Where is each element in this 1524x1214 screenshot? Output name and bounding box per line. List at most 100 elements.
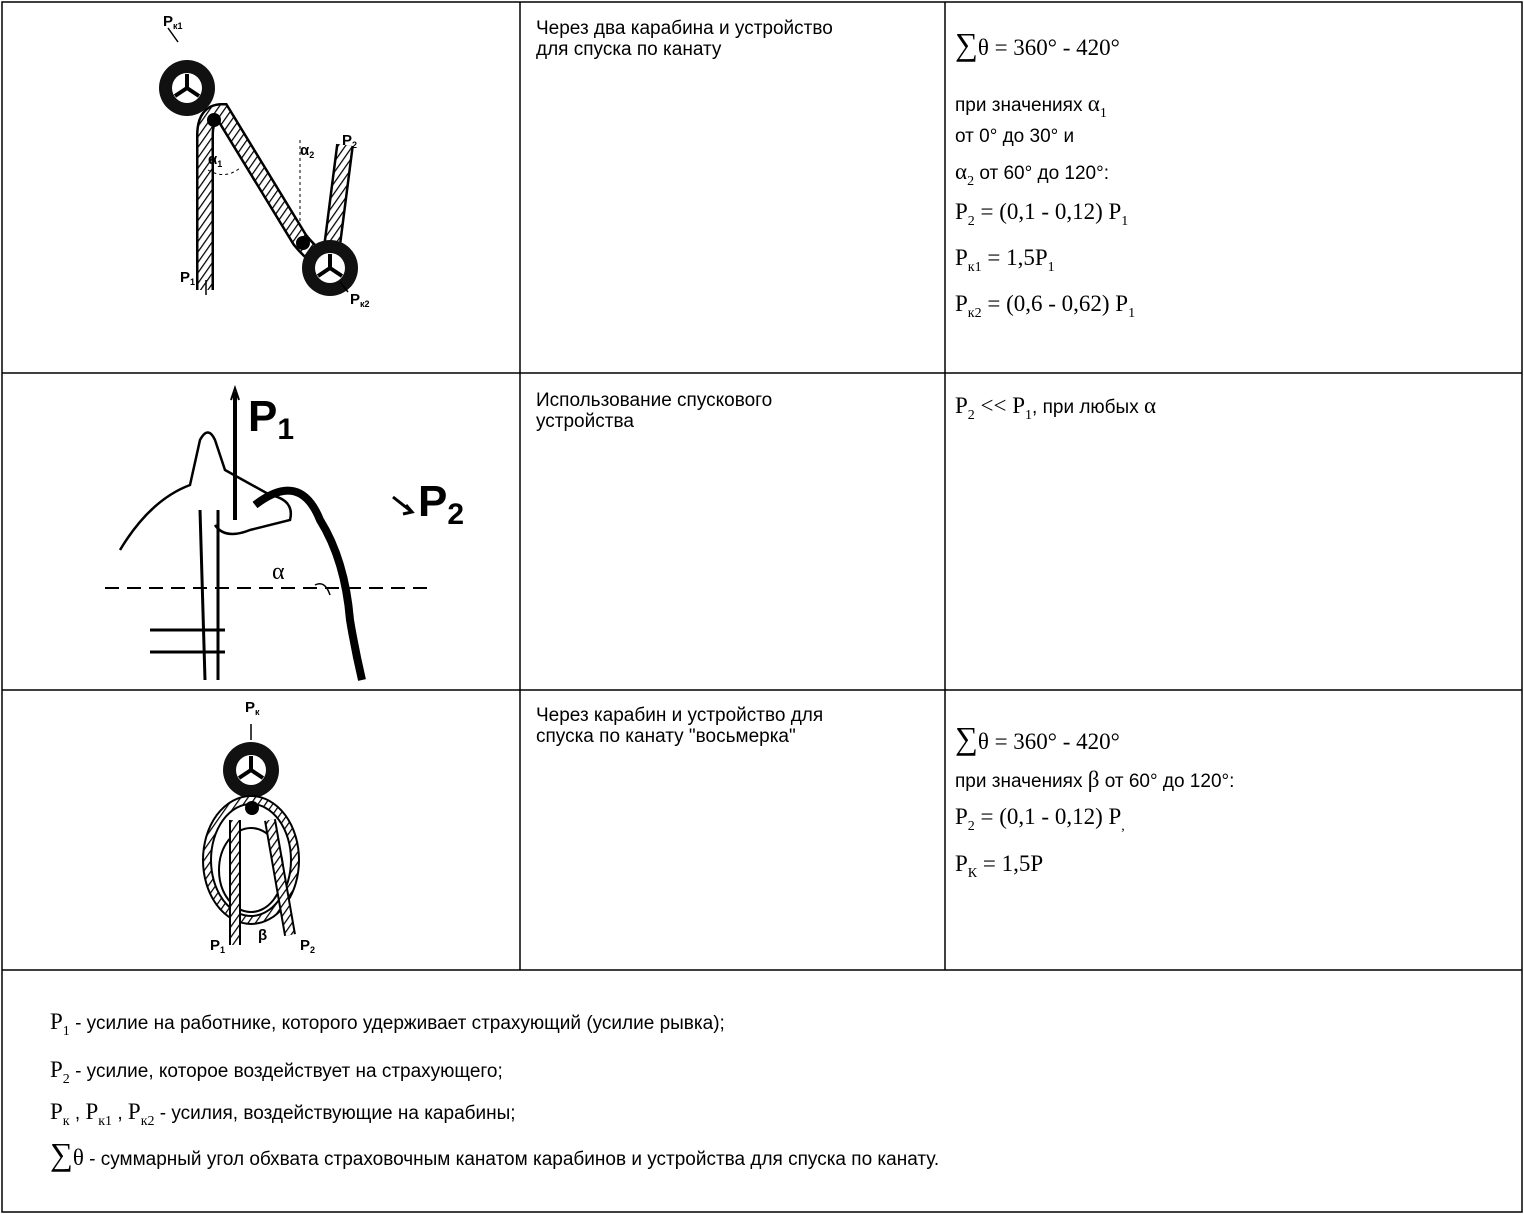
text-segment: = 1,5P [981, 245, 1048, 270]
text-segment: от 60° до 120°: [974, 163, 1109, 184]
text-segment: α [1087, 91, 1100, 116]
formula-line: Pк1 = 1,5P1 [955, 245, 1055, 275]
text-segment: P [245, 699, 256, 716]
text-segment: P [955, 804, 968, 829]
text-segment: 2 [62, 1072, 70, 1087]
text-segment: 1 [217, 159, 223, 169]
formula-line: P2 = (0,1 - 0,12) P1 [955, 199, 1128, 229]
formula-line: PК = 1,5P [955, 851, 1044, 881]
text-segment: 1 [1047, 260, 1055, 275]
text-segment: 2 [967, 174, 975, 189]
text-segment: << P [974, 393, 1026, 418]
text-segment: к1 [967, 260, 982, 275]
text-segment: P [163, 13, 174, 30]
figure-two-carabiners [159, 27, 358, 296]
text-segment: θ = 360° - 420° [977, 729, 1120, 754]
text-segment: P [50, 1099, 63, 1124]
text-segment: α [208, 151, 218, 168]
formula-line: ∑θ = 360° - 420° [955, 28, 1120, 60]
text-segment: ∑ [50, 1136, 73, 1172]
text-segment: P [418, 477, 448, 526]
formula-line: от 0° до 30° и [955, 127, 1074, 146]
text-segment: P [127, 1099, 141, 1124]
text-segment: 1 [1099, 106, 1107, 121]
text-segment: P [955, 851, 968, 876]
text-segment: к1 [173, 21, 183, 31]
legend-line: Pк , Pк1 , Pк2 - усилия, воздействующие … [50, 1099, 516, 1129]
text-segment: , при любых [1032, 397, 1144, 418]
text-segment: - усилие на работнике, которого удержива… [69, 1013, 725, 1034]
text-segment: ∑ [955, 26, 978, 62]
text-segment: , [1121, 819, 1125, 834]
figure-label: Pк1 [163, 13, 183, 31]
formula-line: P2 << P1, при любых α [955, 393, 1157, 423]
text-segment: 1 [1128, 306, 1136, 321]
description: Через два карабина и устройство для спус… [536, 18, 833, 60]
legend-line: P1 - усилие на работнике, которого удерж… [50, 1009, 725, 1039]
text-segment: P [342, 132, 353, 149]
text-segment: = (0,6 - 0,62) P [981, 291, 1129, 316]
figure-descender [105, 384, 430, 681]
legend-line: P2 - усилие, которое воздействует на стр… [50, 1057, 503, 1087]
text-segment: к2 [140, 1114, 155, 1129]
text-segment: α [955, 159, 968, 184]
text-segment: θ = 360° - 420° [977, 35, 1120, 60]
formula-line: P2 = (0,1 - 0,12) P, [955, 804, 1125, 834]
figure-label: Pк2 [350, 292, 370, 309]
text-segment: , [69, 1103, 86, 1124]
legend-line: ∑θ - суммарный угол обхвата страховочным… [50, 1138, 939, 1170]
text-segment: 2 [447, 498, 465, 531]
figure-label: α [272, 560, 285, 584]
text-segment: при значениях [955, 95, 1088, 116]
text-segment: к2 [360, 299, 370, 309]
text-segment: 2 [352, 140, 358, 150]
figure-label: Pк [245, 699, 260, 717]
text-segment: α [272, 559, 285, 585]
figure-label: P2 [300, 938, 316, 955]
text-segment: P [180, 269, 191, 286]
formula-line: ∑θ = 360° - 420° [955, 722, 1120, 754]
text-segment: P [955, 245, 968, 270]
text-segment: 2 [967, 214, 975, 229]
text-segment: P [210, 937, 221, 954]
figure-label: P1 [210, 937, 225, 955]
text-segment: 2 [967, 408, 975, 423]
formula-line: при значениях β от 60° до 120°: [955, 768, 1234, 791]
text-segment: 1 [1121, 214, 1129, 229]
text-segment: β [258, 927, 268, 944]
text-segment: P [85, 1099, 99, 1124]
text-segment: = 1,5P [977, 851, 1044, 876]
figure-label: P2 [342, 132, 358, 150]
text-segment: К [967, 866, 978, 881]
text-segment: ∑ [955, 720, 978, 756]
text-segment: = (0,1 - 0,12) P [974, 804, 1122, 829]
text-segment: - усилия, воздействующие на карабины; [154, 1103, 516, 1124]
text-segment: P [50, 1009, 63, 1034]
text-segment: к [62, 1114, 70, 1129]
text-segment: 1 [277, 413, 295, 446]
text-segment: 2 [967, 819, 975, 834]
text-segment: - усилие, которое воздействует на страху… [69, 1061, 503, 1082]
figure-label: α2 [300, 143, 314, 160]
figure-label: β [258, 928, 267, 944]
formula-line: α2 от 60° до 120°: [955, 159, 1109, 189]
text-segment: при значениях [955, 771, 1088, 792]
formula-line: Pк2 = (0,6 - 0,62) P1 [955, 291, 1135, 321]
text-segment: от 0° до 30° и [955, 126, 1075, 147]
figure-label: P1 [180, 269, 196, 287]
formula-line: при значениях α1 [955, 91, 1107, 121]
figure-label: P1 [248, 392, 294, 445]
text-segment: P [50, 1057, 63, 1082]
text-segment: 2 [310, 945, 316, 955]
text-segment: = (0,1 - 0,12) P [974, 199, 1122, 224]
text-segment: P [248, 392, 278, 441]
text-segment: , [112, 1103, 128, 1124]
text-segment: - суммарный угол обхвата страховочным ка… [83, 1149, 940, 1170]
text-segment: 1 [190, 277, 196, 287]
text-segment: θ [72, 1145, 84, 1170]
text-segment: P [955, 393, 968, 418]
text-segment: к2 [967, 306, 982, 321]
text-segment: α [1144, 393, 1157, 418]
